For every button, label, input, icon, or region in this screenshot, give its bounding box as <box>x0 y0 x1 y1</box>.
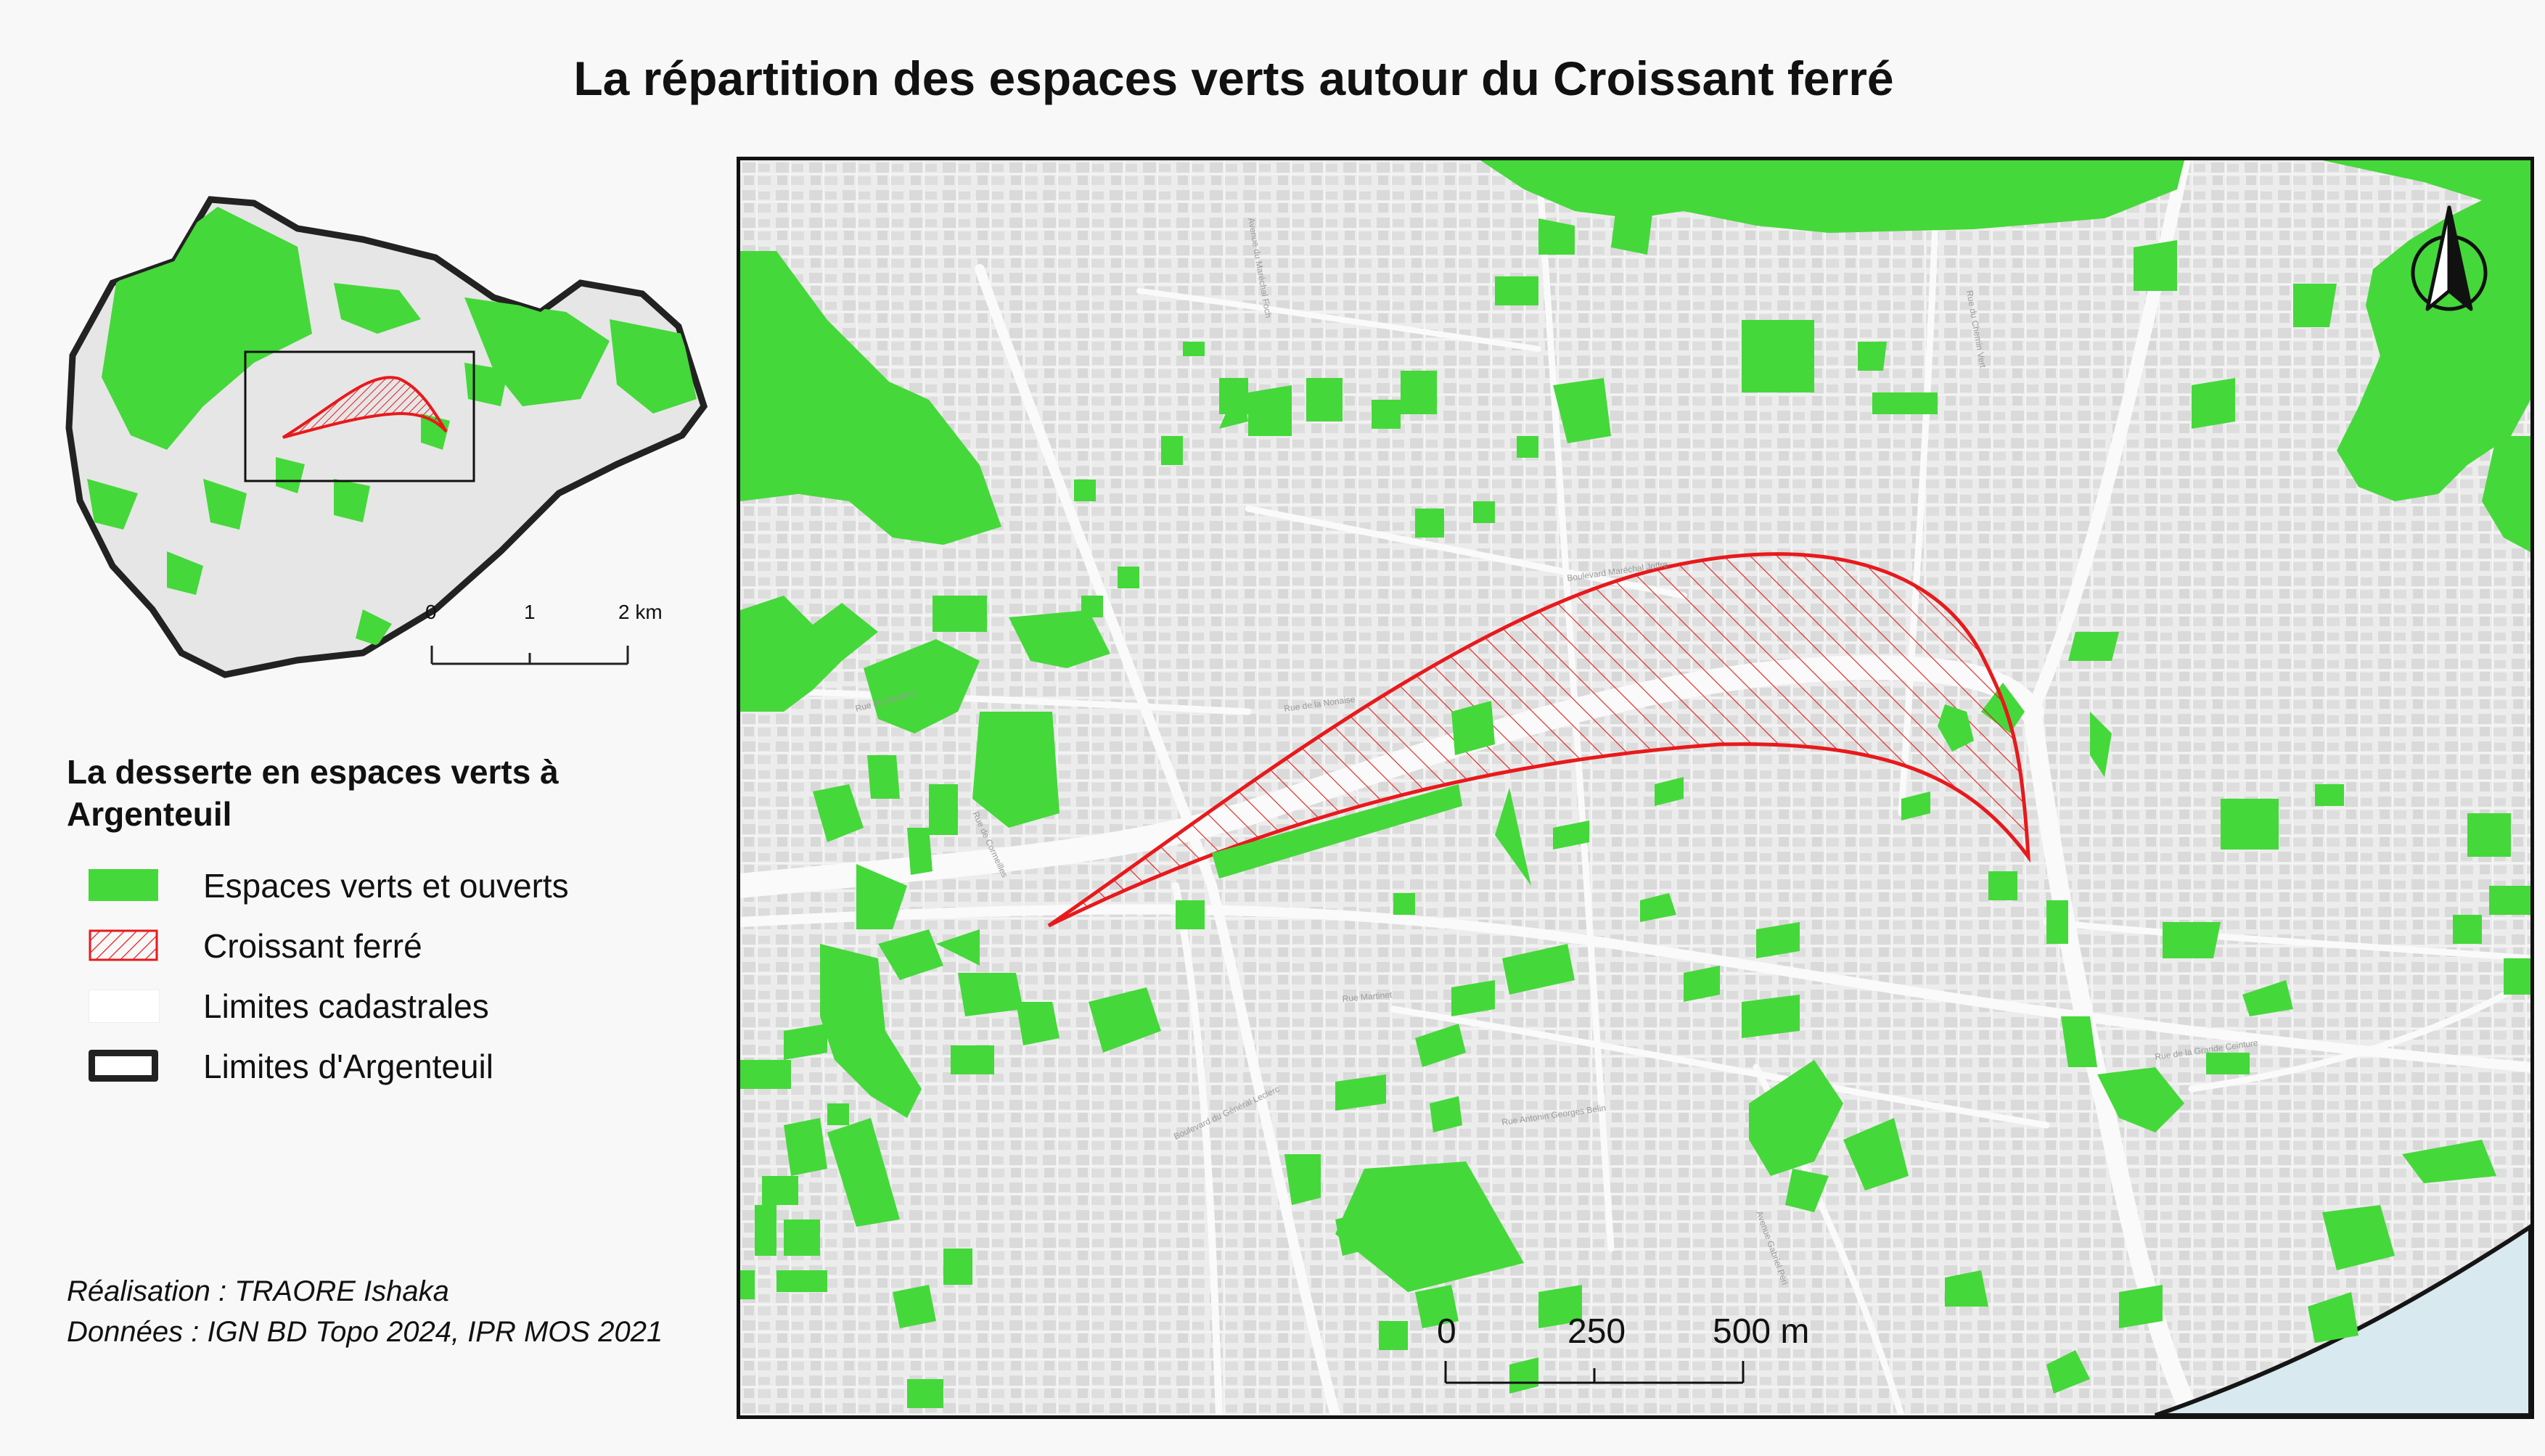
overview-map: 0 1 2 km <box>65 196 708 678</box>
credits: Réalisation : TRAORE Ishaka Données : IG… <box>67 1271 663 1352</box>
inset-scale-label-0: 0 <box>425 601 437 623</box>
legend-item-green-spaces: Espaces verts et ouverts <box>67 860 720 921</box>
cadastre-swatch <box>89 990 160 1023</box>
legend-item-croissant: Croissant ferré <box>67 921 720 981</box>
croissant-swatch <box>89 929 158 961</box>
legend-label: Limites d'Argenteuil <box>203 1048 493 1085</box>
main-map: Boulevard Maréchal Joffre Rue de la Nona… <box>737 157 2534 1419</box>
legend: La desserte en espaces verts à Argenteui… <box>67 751 720 1101</box>
main-map-canvas: Boulevard Maréchal Joffre Rue de la Nona… <box>740 160 2530 1415</box>
croissant-green-spaces <box>1212 701 1974 886</box>
map-title: La répartition des espaces verts autour … <box>573 52 1894 105</box>
green-spaces <box>740 160 2530 1408</box>
main-scale-bar <box>1444 1361 1745 1384</box>
credits-sources: Données : IGN BD Topo 2024, IPR MOS 2021 <box>67 1316 663 1348</box>
legend-item-boundary: Limites d'Argenteuil <box>67 1041 720 1101</box>
inset-croissant <box>282 376 448 439</box>
legend-title: La desserte en espaces verts à Argenteui… <box>67 753 559 833</box>
main-scale-label-500: 500 m <box>1713 1312 1809 1351</box>
north-arrow-icon <box>2411 205 2488 311</box>
legend-label: Croissant ferré <box>203 927 422 965</box>
croissant-ferre <box>1047 552 2031 928</box>
main-scale-label-250: 250 <box>1567 1312 1626 1351</box>
credits-author: Réalisation : TRAORE Ishaka <box>67 1275 449 1307</box>
legend-label: Espaces verts et ouverts <box>203 867 569 905</box>
river-seine <box>2155 1224 2530 1415</box>
legend-label: Limites cadastrales <box>203 987 489 1025</box>
inset-extent-frame <box>244 350 475 482</box>
street-label: Rue Martinet <box>1342 990 1393 1004</box>
green-space-swatch <box>89 869 158 901</box>
main-scale-label-0: 0 <box>1437 1312 1456 1351</box>
legend-item-cadastre: Limites cadastrales <box>67 981 720 1041</box>
inset-scale-label-1: 1 <box>524 601 536 623</box>
boundary-swatch <box>89 1050 158 1082</box>
inset-scale-label-2: 2 km <box>618 601 663 623</box>
inset-scale-bar <box>430 646 629 665</box>
